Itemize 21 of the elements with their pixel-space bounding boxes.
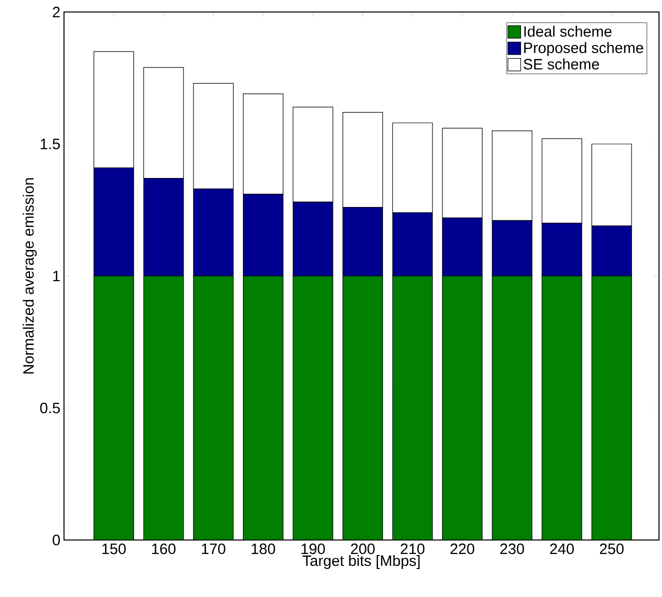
x-tick-label: 210	[400, 544, 424, 554]
x-tick-label: 230	[500, 544, 524, 554]
y-tick-label: 0.5	[40, 402, 60, 414]
x-tick-label: 190	[302, 544, 325, 554]
y-tick-label: 1	[53, 270, 60, 282]
x-tick-label: 200	[350, 544, 375, 554]
x-tick-label: 170	[202, 544, 226, 554]
legend-label: SE scheme	[524, 58, 599, 70]
x-tick-label: 250	[600, 544, 624, 554]
legend-label: Ideal scheme	[524, 26, 612, 37]
y-tick-label: 1.5	[40, 138, 60, 150]
x-tick-label: 180	[252, 544, 276, 554]
y-axis-title: Normalized average emission	[22, 178, 37, 374]
y-tick-label: 2	[52, 6, 60, 18]
legend-label: Proposed scheme	[524, 42, 644, 56]
x-tick-label: 220	[450, 544, 474, 554]
x-axis-title: Target bits [Mbps]	[302, 555, 420, 569]
x-tick-label: 150	[102, 544, 126, 554]
y-tick-label: 0	[52, 534, 60, 546]
x-tick-label: 240	[550, 544, 574, 554]
x-tick-label: 160	[152, 544, 176, 554]
